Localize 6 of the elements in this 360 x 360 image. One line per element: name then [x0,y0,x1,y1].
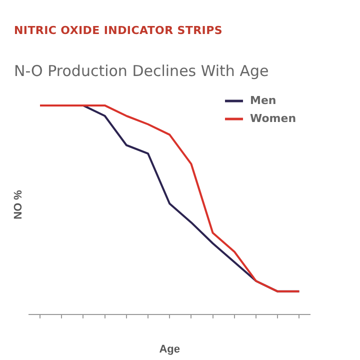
legend-label: Women [250,112,296,125]
legend-label: Men [250,94,276,107]
x-axis-title: Age [159,343,180,356]
text: NITRIC OXIDE INDICATOR STRIPS [14,24,222,37]
chart-title: N-O Production Declines With Age [14,62,269,80]
y-axis-title: NO % [12,190,25,220]
